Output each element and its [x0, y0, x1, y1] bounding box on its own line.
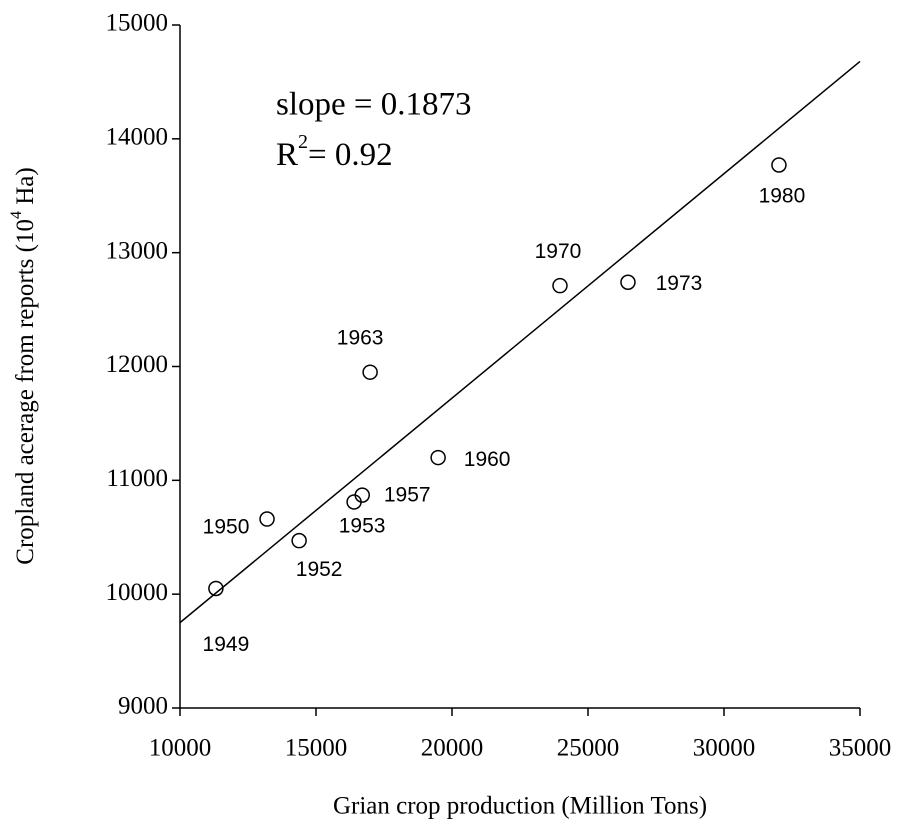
x-tick-label: 25000	[557, 735, 620, 762]
x-tick-label: 10000	[149, 735, 212, 762]
fit-line	[179, 60, 861, 624]
point-label: 1953	[339, 515, 386, 538]
point	[771, 157, 787, 173]
y-axis-label: Cropland acerage from reports (104 Ha)	[8, 167, 39, 564]
x-tick-label: 20000	[421, 735, 484, 762]
point-label: 1960	[464, 448, 511, 471]
point-label: 1963	[337, 327, 384, 350]
point	[552, 277, 568, 294]
x-tick-label: 15000	[285, 735, 348, 762]
point	[430, 449, 446, 466]
x-tick-label: 35000	[829, 735, 892, 762]
point-label: 1980	[759, 185, 806, 208]
point-label: 1970	[535, 240, 582, 263]
annotation: R2= 0.92	[276, 131, 393, 173]
point	[291, 532, 307, 549]
annotation: slope = 0.1873	[276, 87, 472, 123]
annotation-text: = 0.92	[308, 137, 393, 173]
point	[259, 511, 275, 527]
point-label: 1952	[296, 558, 343, 581]
point-label: 1957	[384, 484, 431, 507]
y-tick-label: 15000	[106, 10, 169, 37]
y-tick-label: 9000	[118, 693, 168, 720]
point-label: 1949	[203, 633, 250, 656]
y-tick-label: 12000	[106, 351, 169, 378]
y-tick-label: 10000	[106, 579, 169, 606]
point	[620, 274, 636, 291]
y-tick-label: 13000	[106, 237, 169, 264]
y-tick-label: 11000	[106, 465, 168, 492]
point-label: 1950	[203, 516, 250, 539]
x-axis-label: Grian crop production (Million Tons)	[333, 793, 707, 820]
y-tick-label: 14000	[106, 124, 169, 151]
y-axis-label-sup: 4	[8, 211, 25, 219]
x-tick-label: 30000	[693, 735, 756, 762]
y-axis-label-text: Ha)	[12, 167, 39, 211]
annotation-sup: 2	[298, 131, 308, 153]
annotation-text: R	[276, 137, 298, 173]
point-label: 1973	[656, 272, 703, 295]
point	[208, 580, 224, 597]
point	[354, 487, 370, 503]
point	[362, 364, 378, 380]
y-axis-label-text: Cropland acerage from reports (10	[12, 219, 39, 565]
